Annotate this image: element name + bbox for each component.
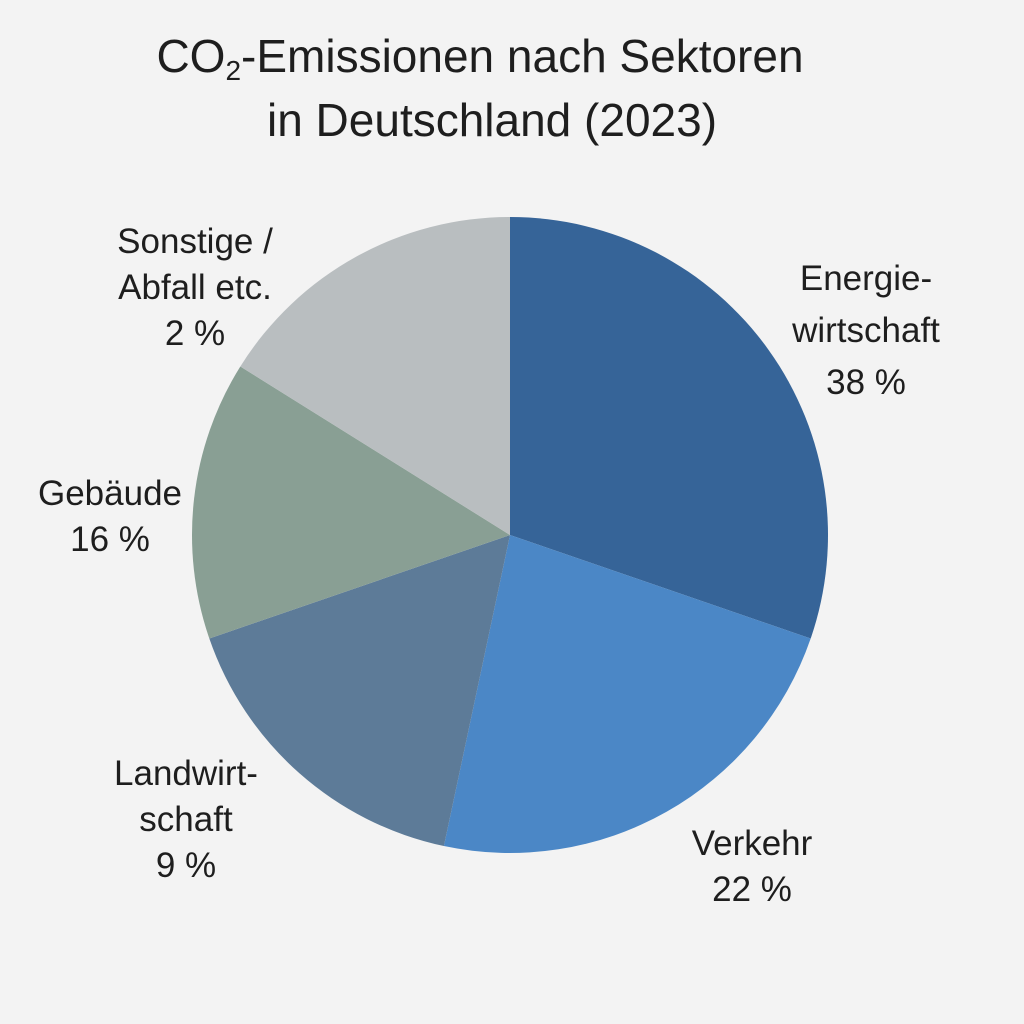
chart-title-line-1-subscript: 2 <box>225 55 241 86</box>
pie-slice-2 <box>209 535 511 847</box>
slice-label-2-line-1: schaft <box>139 800 233 839</box>
slice-label-0-line-0: Energie- <box>800 259 932 298</box>
slice-label-1: Verkehr 22 % <box>692 824 813 909</box>
slice-label-0-line-2: 38 % <box>826 363 906 402</box>
pie-slice-3 <box>191 366 510 639</box>
slice-label-2: Landwirt-schaft 9 % <box>114 754 258 885</box>
pie-slice-0 <box>510 217 829 639</box>
pie-slice-4 <box>240 216 510 535</box>
chart-title: CO2-Emissionen nach Sektoren in Deutschl… <box>156 30 803 146</box>
slice-label-1-line-0: Verkehr <box>692 824 813 863</box>
pie-slices <box>191 216 829 853</box>
pie-slice-1 <box>443 535 811 853</box>
chart-title-line-1: CO2-Emissionen nach Sektoren <box>156 30 803 86</box>
slice-label-3: Gebäude 16 % <box>38 474 182 559</box>
slice-label-4-line-1: Abfall etc. <box>118 268 272 307</box>
chart-title-line-1-rest: -Emissionen nach Sektoren <box>241 30 804 82</box>
slice-label-1-line-1: 22 % <box>712 870 792 909</box>
slice-label-4-line-0: Sonstige / <box>117 222 273 261</box>
chart-title-line-2-main: in Deutschland (2023) <box>267 94 717 146</box>
slice-label-0-line-1: wirtschaft <box>791 311 940 350</box>
slice-label-3-line-1: 16 % <box>70 520 150 559</box>
slice-label-3-line-0: Gebäude <box>38 474 182 513</box>
slice-label-4-line-2: 2 % <box>165 314 225 353</box>
slice-label-4: Sonstige / Abfall etc. 2 % <box>117 222 273 353</box>
chart-title-line-2: in Deutschland (2023) <box>267 94 717 146</box>
pie-labels: Energie-wirtschaft 38 % Verkehr 22 % Landwir… <box>38 222 940 909</box>
slice-label-0: Energie-wirtschaft 38 % <box>791 259 940 402</box>
slice-label-2-line-0: Landwirt- <box>114 754 258 793</box>
slice-label-2-line-2: 9 % <box>156 846 216 885</box>
chart-title-line-1-main: CO <box>156 30 225 82</box>
